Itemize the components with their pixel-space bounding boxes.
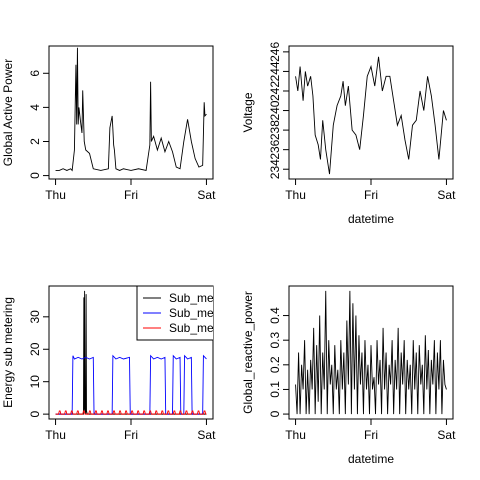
y-tick-label: 30 — [28, 310, 42, 324]
legend: Sub_metering_1Sub_metering_2Sub_metering… — [136, 285, 257, 341]
y-axis-label: Global_reactive_power — [241, 291, 255, 414]
y-tick-label: 6 — [28, 70, 42, 77]
legend-label: Sub_metering_3 — [169, 321, 257, 335]
series-line-3 — [55, 410, 207, 415]
y-tick-label: 0.2 — [268, 356, 282, 373]
y-tick-label: 0 — [28, 410, 42, 417]
y-axis-label: Global Active Power — [1, 59, 15, 166]
series-line-2 — [55, 354, 207, 415]
x-tick-label: Thu — [285, 428, 306, 442]
y-tick-label: 242 — [268, 81, 282, 101]
x-tick-label: Fri — [364, 428, 378, 442]
x-tick-label: Fri — [124, 428, 138, 442]
y-tick-label: 10 — [28, 375, 42, 389]
legend-label: Sub_metering_2 — [169, 306, 257, 320]
x-tick-label: Thu — [285, 188, 306, 202]
x-axis-label: datetime — [348, 212, 394, 226]
y-tick-label: 236 — [268, 139, 282, 159]
y-axis-label: Energy sub metering — [1, 297, 15, 408]
panel-4: Thu Fri Sat 0 0.1 0.2 0.3 0.4 Global_reactive_po… — [241, 285, 456, 466]
x-tick-label: Sat — [437, 428, 456, 442]
y-tick-label: 234 — [268, 159, 282, 179]
x-tick-label: Sat — [197, 188, 216, 202]
x-tick-label: Fri — [124, 188, 138, 202]
y-tick-label: 0.1 — [268, 381, 282, 398]
y-tick-label: 2 — [28, 138, 42, 145]
x-tick-label: Sat — [197, 428, 216, 442]
panel-3: Thu Fri Sat 0 10 20 30 Energy sub metering Sub_m… — [1, 285, 257, 442]
y-tick-label: 0 — [268, 410, 282, 417]
y-tick-label: 240 — [268, 100, 282, 120]
series-line-1 — [295, 290, 447, 415]
y-axis-label: Voltage — [241, 92, 255, 132]
x-tick-label: Thu — [45, 188, 66, 202]
x-tick-label: Sat — [437, 188, 456, 202]
y-tick-label: 0.3 — [268, 332, 282, 349]
y-tick-label: 20 — [28, 342, 42, 356]
y-tick-label: 246 — [268, 42, 282, 62]
panel-1: Thu Fri Sat 0 2 4 6 Global Active Power — [1, 45, 216, 202]
y-tick-label: 0.4 — [268, 307, 282, 324]
y-tick-label: 0 — [28, 172, 42, 179]
x-tick-label: Fri — [364, 188, 378, 202]
x-axis-label: datetime — [348, 452, 394, 466]
legend-label: Sub_metering_1 — [169, 291, 257, 305]
y-tick-label: 238 — [268, 120, 282, 140]
y-tick-label: 4 — [28, 104, 42, 111]
series-line-1 — [295, 56, 447, 175]
x-tick-label: Thu — [45, 428, 66, 442]
y-tick-label: 244 — [268, 61, 282, 81]
series-line-1 — [55, 47, 207, 172]
